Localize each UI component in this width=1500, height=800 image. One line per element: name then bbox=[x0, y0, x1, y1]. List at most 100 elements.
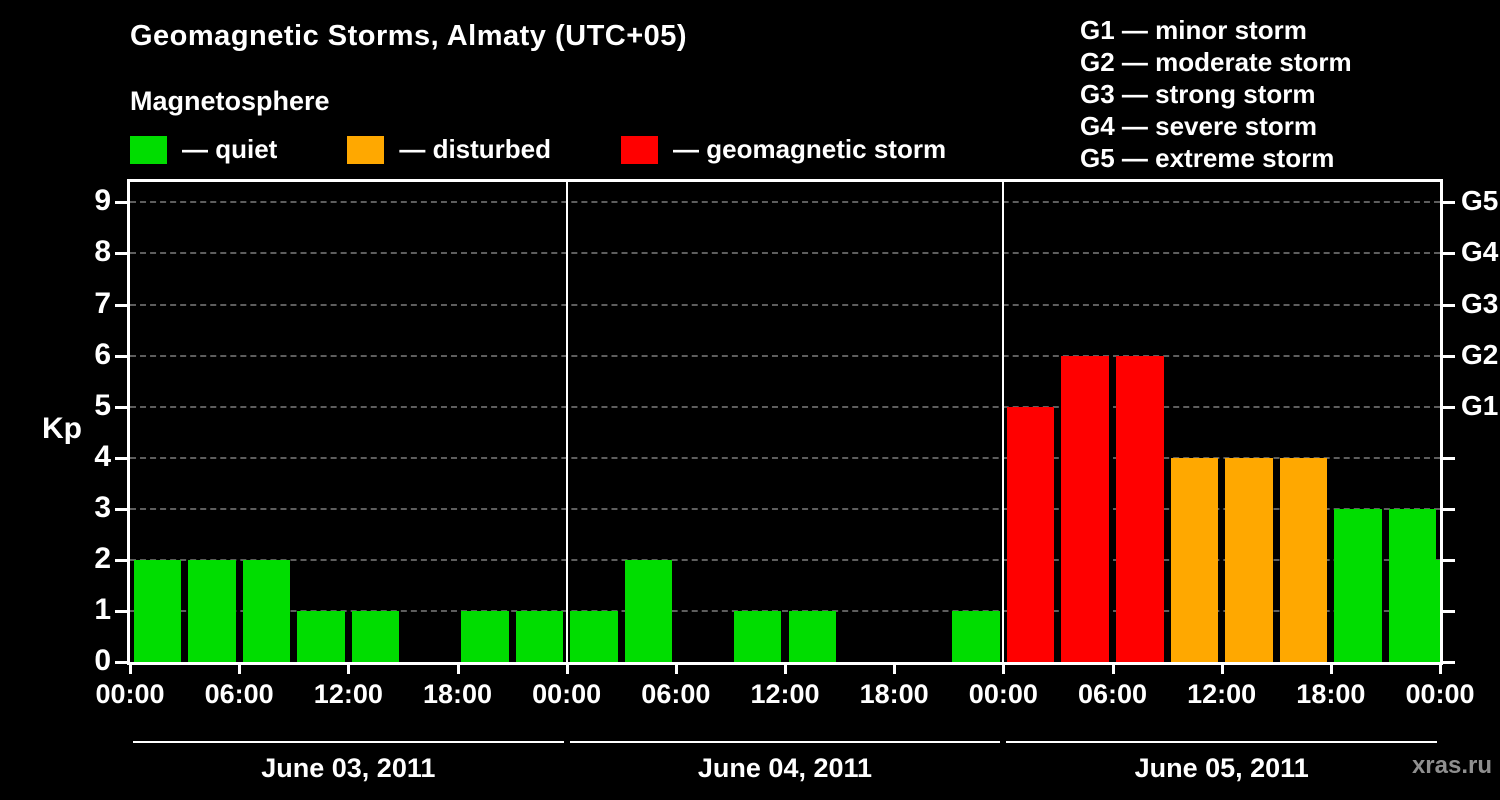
watermark: xras.ru bbox=[1411, 752, 1492, 779]
time-tick-label: 00:00 bbox=[1405, 679, 1475, 709]
kp-bar bbox=[461, 610, 509, 662]
legend-label-quiet: — quiet bbox=[182, 134, 278, 164]
gridline-kp-3 bbox=[130, 507, 1440, 510]
x-axis-tick bbox=[1220, 665, 1224, 674]
x-axis-tick bbox=[1439, 665, 1442, 674]
y-axis-tick-label: 6 bbox=[94, 337, 111, 371]
kp-bar bbox=[297, 610, 345, 662]
storm-scale-g3: G3 — strong storm bbox=[1080, 79, 1316, 109]
x-axis-tick bbox=[1111, 665, 1115, 674]
x-axis-tick bbox=[238, 665, 242, 674]
storm-scale-g1: G1 — minor storm bbox=[1080, 15, 1307, 45]
storm-color-swatch bbox=[621, 135, 659, 164]
x-axis-tick bbox=[784, 665, 787, 674]
right-axis-tick bbox=[1443, 609, 1455, 613]
x-axis-tick bbox=[129, 665, 132, 674]
kp-bar bbox=[733, 610, 782, 662]
storm-scale-legend: G1 — minor storm G2 — moderate storm G3 … bbox=[1080, 14, 1352, 174]
time-tick-label: 12:00 bbox=[313, 679, 383, 709]
time-tick-label: 06:00 bbox=[204, 679, 274, 709]
date-bracket bbox=[569, 741, 1001, 743]
y-axis-tick-label: 5 bbox=[94, 388, 111, 422]
time-tick-label: 06:00 bbox=[641, 679, 711, 709]
day-separator bbox=[1002, 182, 1005, 662]
time-tick-label: 00:00 bbox=[95, 679, 165, 709]
kp-bar bbox=[351, 610, 400, 662]
gridline-kp-2 bbox=[130, 558, 1440, 561]
kp-bar bbox=[952, 610, 1000, 662]
y-axis-tick-label: 3 bbox=[94, 490, 111, 524]
kp-bar bbox=[188, 559, 236, 662]
kp-bar bbox=[1334, 508, 1382, 662]
right-axis-tick bbox=[1443, 405, 1455, 409]
time-tick-label: 12:00 bbox=[750, 679, 820, 709]
y-axis-title: Kp bbox=[42, 412, 82, 445]
gridline-kp-5 bbox=[130, 405, 1440, 408]
kp-bar bbox=[1061, 355, 1109, 662]
date-label: June 03, 2011 bbox=[261, 753, 436, 783]
right-axis-tick bbox=[1443, 456, 1455, 460]
disturbed-color-swatch bbox=[347, 135, 385, 164]
gridline-kp-1 bbox=[130, 609, 1440, 612]
gridline-kp-9 bbox=[130, 201, 1440, 204]
kp-bar bbox=[242, 559, 291, 662]
y-axis-tick-label: 1 bbox=[94, 592, 111, 626]
time-tick-label: 12:00 bbox=[1187, 679, 1257, 709]
legend-label-disturbed: — disturbed bbox=[399, 134, 552, 164]
x-axis-tick bbox=[565, 665, 569, 674]
storm-scale-g2: G2 — moderate storm bbox=[1080, 47, 1352, 77]
x-axis-tick bbox=[456, 665, 460, 674]
right-axis-tick bbox=[1443, 354, 1455, 358]
left-axis-tick bbox=[115, 507, 127, 511]
gridline-kp-4 bbox=[130, 456, 1440, 459]
magnetosphere-legend: — quiet — disturbed — geomagnetic storm bbox=[130, 134, 1016, 165]
gridline-kp-6 bbox=[130, 354, 1440, 357]
g-scale-tick-label: G1 bbox=[1461, 389, 1499, 421]
x-axis-tick bbox=[674, 665, 678, 674]
kp-bar-partial bbox=[1418, 559, 1440, 662]
gridline-kp-7 bbox=[130, 303, 1440, 306]
chart-title: Geomagnetic Storms, Almaty (UTC+05) bbox=[130, 20, 688, 52]
left-axis-tick bbox=[115, 201, 127, 205]
left-axis-tick bbox=[115, 456, 127, 460]
left-axis-tick bbox=[115, 405, 127, 409]
time-tick-label: 06:00 bbox=[1077, 679, 1148, 709]
g-scale-tick-label: G4 bbox=[1461, 236, 1499, 268]
kp-bar bbox=[570, 610, 618, 662]
magnetosphere-legend-heading: Magnetosphere bbox=[130, 86, 330, 116]
day-separator bbox=[565, 182, 568, 662]
kp-bar bbox=[1279, 457, 1328, 662]
time-tick-label: 00:00 bbox=[532, 679, 602, 709]
left-axis-tick bbox=[115, 661, 127, 664]
g-scale-tick-label: G3 bbox=[1461, 287, 1499, 319]
g-scale-tick-label: G2 bbox=[1461, 338, 1499, 370]
x-axis-tick bbox=[1329, 665, 1333, 674]
y-axis-tick-label: 7 bbox=[94, 286, 111, 320]
y-axis-tick-label: 4 bbox=[94, 439, 111, 473]
right-axis-tick bbox=[1443, 558, 1455, 562]
kp-bar bbox=[1006, 406, 1055, 662]
y-axis-tick-label: 9 bbox=[94, 184, 111, 218]
time-tick-label: 18:00 bbox=[422, 679, 493, 709]
date-bracket bbox=[1006, 741, 1437, 743]
right-axis-tick bbox=[1443, 252, 1455, 256]
date-label: June 04, 2011 bbox=[697, 753, 873, 783]
gridline-kp-8 bbox=[130, 252, 1440, 255]
x-axis-tick bbox=[347, 665, 351, 674]
storm-scale-g5: G5 — extreme storm bbox=[1080, 143, 1335, 173]
left-axis-tick bbox=[115, 252, 127, 256]
kp-bar bbox=[1116, 355, 1164, 662]
storm-scale-g4: G4 — severe storm bbox=[1080, 111, 1318, 141]
right-axis-tick bbox=[1443, 303, 1455, 307]
y-axis-tick-label: 2 bbox=[94, 541, 111, 575]
date-bracket bbox=[133, 741, 564, 743]
kp-bar bbox=[624, 559, 673, 662]
y-axis-tick-label: 8 bbox=[94, 235, 111, 269]
time-tick-label: 18:00 bbox=[1296, 679, 1366, 709]
left-axis-tick bbox=[115, 354, 127, 358]
legend-label-storm: — geomagnetic storm bbox=[673, 134, 947, 164]
kp-bar bbox=[133, 559, 182, 662]
kp-bar bbox=[1170, 457, 1219, 662]
legend-item-storm: — geomagnetic storm bbox=[621, 134, 946, 165]
legend-item-disturbed: — disturbed bbox=[347, 134, 551, 165]
